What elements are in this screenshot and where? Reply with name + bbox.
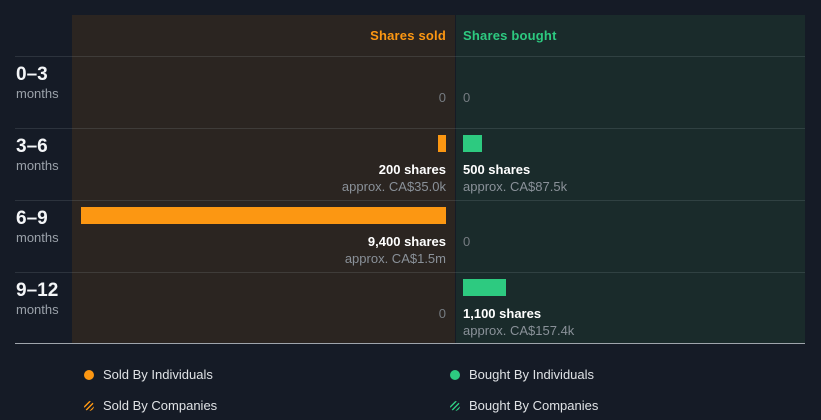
bought-companies-swatch-icon <box>450 400 460 411</box>
bought-cell: 1,100 shares approx. CA$157.4k <box>456 272 805 343</box>
period-range: 3–6 <box>16 136 48 157</box>
legend-sold-individuals: Sold By Individuals <box>84 367 213 382</box>
shares-bought-header: Shares bought <box>463 28 557 43</box>
bought-cell: 500 shares approx. CA$87.5k <box>456 128 805 200</box>
chart-baseline <box>15 343 805 344</box>
period-unit: months <box>16 230 59 245</box>
period-unit: months <box>16 158 59 173</box>
period-unit: months <box>16 86 59 101</box>
bought-bar[interactable] <box>463 279 506 296</box>
bought-cell: 0 <box>456 200 805 272</box>
bought-shares-value: 1,100 shares <box>463 306 542 321</box>
shares-sold-panel: Shares sold <box>72 15 455 343</box>
chart-row: 0–3 months 0 0 <box>0 56 805 128</box>
sold-cell: 0 <box>72 56 455 128</box>
legend-bought-companies: Bought By Companies <box>450 398 599 413</box>
chart-row: 6–9 months 9,400 shares approx. CA$1.5m … <box>0 200 805 272</box>
bought-bar[interactable] <box>463 135 482 152</box>
bought-approx-value: approx. CA$157.4k <box>463 323 575 338</box>
legend-label: Sold By Companies <box>103 398 218 413</box>
period-label: 6–9 months <box>0 200 72 272</box>
bought-shares-value: 0 <box>463 234 471 249</box>
bought-shares-value: 0 <box>463 90 471 105</box>
sold-cell: 9,400 shares approx. CA$1.5m <box>72 200 455 272</box>
period-label: 9–12 months <box>0 272 72 343</box>
sold-cell: 200 shares approx. CA$35.0k <box>72 128 455 200</box>
sold-approx-value: approx. CA$1.5m <box>344 251 446 266</box>
sold-bar[interactable] <box>81 207 446 224</box>
chart-row: 3–6 months 200 shares approx. CA$35.0k 5… <box>0 128 805 200</box>
sold-shares-value: 0 <box>438 306 446 321</box>
chart-rows: 0–3 months 0 0 3–6 months 200 shares app… <box>0 56 805 343</box>
row-divider <box>15 128 805 129</box>
bought-individuals-swatch-icon <box>450 369 460 380</box>
sold-companies-swatch-icon <box>84 400 94 411</box>
sold-shares-value: 0 <box>438 90 446 105</box>
bought-shares-value: 500 shares <box>463 162 531 177</box>
sold-shares-value: 9,400 shares <box>367 234 446 249</box>
chart-row: 9–12 months 0 1,100 shares approx. CA$15… <box>0 272 805 343</box>
row-divider <box>15 200 805 201</box>
sold-individuals-swatch-icon <box>84 369 94 380</box>
sold-bar[interactable] <box>438 135 446 152</box>
period-range: 0–3 <box>16 64 48 85</box>
legend-bought-individuals: Bought By Individuals <box>450 367 595 382</box>
legend-label: Bought By Companies <box>469 398 599 413</box>
sold-approx-value: approx. CA$35.0k <box>341 179 446 194</box>
sold-shares-value: 200 shares <box>378 162 446 177</box>
period-label: 3–6 months <box>0 128 72 200</box>
period-unit: months <box>16 302 59 317</box>
period-range: 9–12 <box>16 280 59 301</box>
period-label: 0–3 months <box>0 56 72 128</box>
sold-cell: 0 <box>72 272 455 343</box>
row-divider <box>15 56 805 57</box>
bought-approx-value: approx. CA$87.5k <box>463 179 568 194</box>
period-range: 6–9 <box>16 208 48 229</box>
legend-label: Bought By Individuals <box>469 367 595 382</box>
shares-bought-panel: Shares bought <box>456 15 805 343</box>
shares-sold-header: Shares sold <box>370 28 446 43</box>
legend-label: Sold By Individuals <box>103 367 213 382</box>
bought-cell: 0 <box>456 56 805 128</box>
row-divider <box>15 272 805 273</box>
legend-sold-companies: Sold By Companies <box>84 398 218 413</box>
